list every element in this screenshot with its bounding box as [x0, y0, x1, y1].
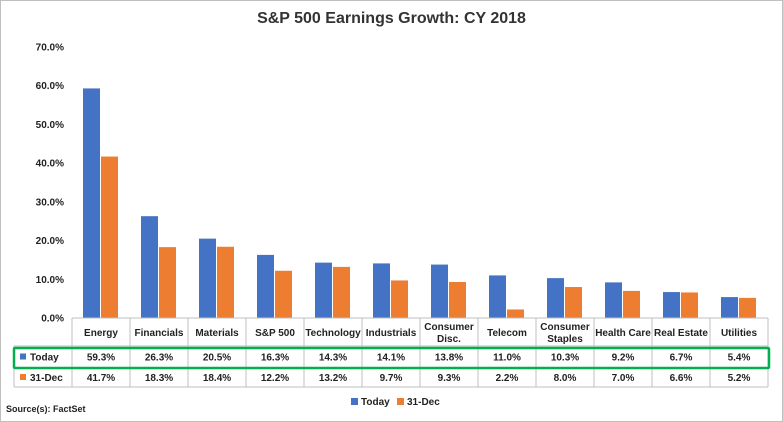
bar-31-dec: [275, 270, 292, 318]
bar-today: [721, 297, 738, 318]
data-label: 7.0%: [612, 373, 635, 384]
data-label: 11.0%: [493, 353, 521, 364]
bar-today: [199, 238, 216, 318]
bar-31-dec: [101, 156, 118, 318]
data-label: 9.3%: [438, 373, 461, 384]
x-tick-label: Technology: [305, 328, 361, 339]
y-tick-label: 0.0%: [41, 314, 64, 325]
bar-today: [257, 254, 274, 318]
legend-key-today: [20, 353, 26, 360]
legend-swatch: [351, 398, 358, 405]
data-label: 20.5%: [203, 353, 231, 364]
bar-today: [431, 264, 448, 318]
x-tick-label: Utilities: [721, 328, 758, 339]
table-row-label: Today: [30, 353, 59, 364]
y-tick-label: 70.0%: [36, 43, 64, 54]
chart-title: S&P 500 Earnings Growth: CY 2018: [257, 10, 526, 27]
bar-today: [605, 282, 622, 318]
x-tick-label: Consumer: [540, 322, 590, 333]
data-label: 8.0%: [554, 373, 577, 384]
data-label: 26.3%: [145, 353, 173, 364]
data-label: 59.3%: [87, 353, 115, 364]
x-tick-label: Financials: [135, 328, 184, 339]
bar-31-dec: [333, 266, 350, 318]
bar-31-dec: [507, 309, 524, 318]
data-label: 16.3%: [261, 353, 289, 364]
x-tick-label: Telecom: [487, 328, 527, 339]
data-label: 18.3%: [145, 373, 173, 384]
bar-today: [373, 263, 390, 318]
x-tick-label: Industrials: [366, 328, 417, 339]
bar-today: [489, 275, 506, 318]
bar-31-dec: [159, 247, 176, 318]
bar-31-dec: [217, 246, 234, 318]
bar-today: [547, 278, 564, 318]
legend-key-31-dec: [20, 374, 26, 380]
data-label: 9.2%: [612, 353, 635, 364]
bar-today: [83, 88, 100, 318]
x-tick-label: Health Care: [595, 328, 651, 339]
data-label: 13.8%: [435, 353, 463, 364]
legend-swatch: [397, 398, 404, 405]
y-tick-label: 60.0%: [36, 81, 64, 92]
x-tick-label: Disc.: [437, 334, 461, 345]
y-tick-label: 30.0%: [36, 197, 64, 208]
data-label: 10.3%: [551, 353, 579, 364]
x-tick-label: Consumer: [424, 322, 474, 333]
bar-31-dec: [739, 297, 756, 318]
y-tick-label: 40.0%: [36, 159, 64, 170]
bar-today: [315, 262, 332, 318]
data-label: 2.2%: [496, 373, 519, 384]
x-tick-label: Staples: [547, 334, 583, 345]
x-tick-label: Real Estate: [654, 328, 708, 339]
data-label: 18.4%: [203, 373, 231, 384]
x-tick-label: Energy: [84, 328, 118, 339]
data-label: 5.4%: [728, 353, 751, 364]
highlight-box: [12, 346, 771, 370]
data-label: 6.7%: [670, 353, 693, 364]
y-tick-label: 20.0%: [36, 236, 64, 247]
bar-31-dec: [565, 287, 582, 318]
legend-label: 31-Dec: [407, 397, 440, 408]
data-label: 5.2%: [728, 373, 751, 384]
bar-today: [663, 292, 680, 318]
data-label: 14.1%: [377, 353, 405, 364]
x-tick-label: Materials: [195, 328, 239, 339]
data-label: 6.6%: [670, 373, 693, 384]
y-tick-label: 50.0%: [36, 120, 64, 131]
data-label: 14.3%: [319, 353, 347, 364]
data-label: 9.7%: [380, 373, 403, 384]
data-label: 41.7%: [87, 373, 115, 384]
bar-31-dec: [623, 290, 640, 318]
y-tick-label: 10.0%: [36, 275, 64, 286]
x-tick-label: S&P 500: [255, 328, 295, 339]
legend-label: Today: [361, 397, 390, 408]
bar-today: [141, 216, 158, 318]
bar-31-dec: [681, 292, 698, 318]
bar-31-dec: [449, 281, 466, 318]
source-note: Source(s): FactSet: [6, 404, 86, 414]
data-label: 13.2%: [319, 373, 347, 384]
table-row-label: 31-Dec: [30, 373, 63, 384]
data-label: 12.2%: [261, 373, 289, 384]
bar-31-dec: [391, 280, 408, 318]
